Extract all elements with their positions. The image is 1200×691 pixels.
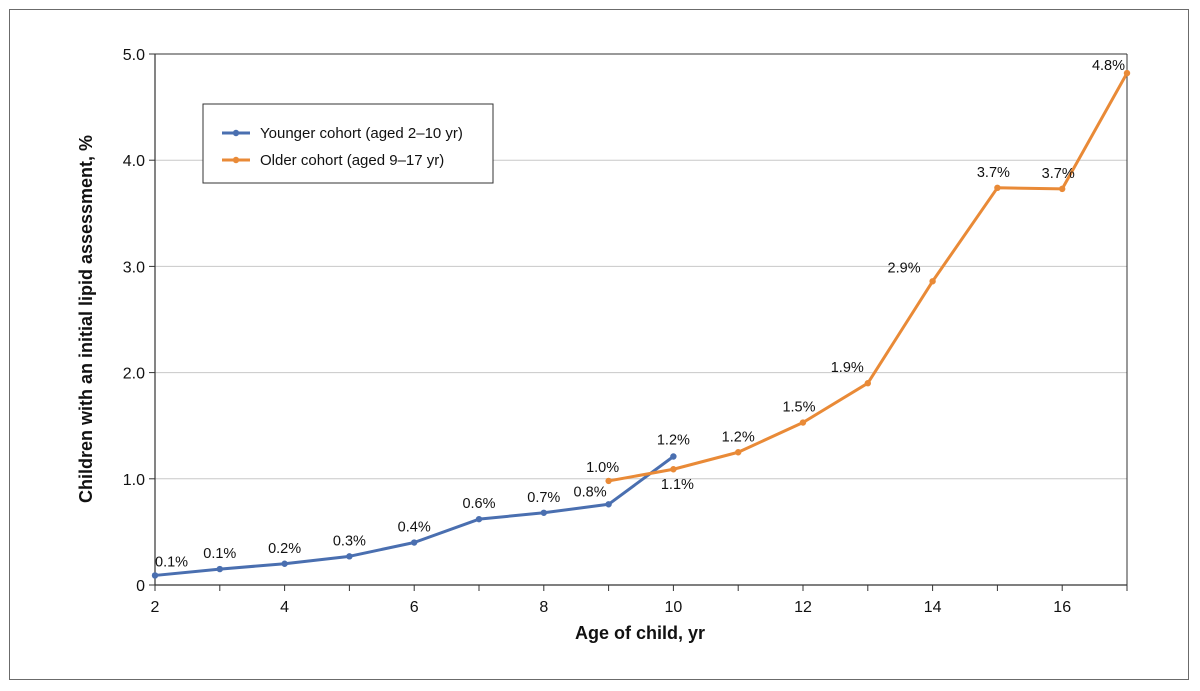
data-point [475, 515, 483, 523]
data-point [864, 380, 871, 387]
data-labels: 0.1% 0.1% 0.2% 0.3% 0.4% 0.6% 0.7% 0.8% 1.2% 1.0%… [155, 58, 1125, 570]
y-tick-label: 2.0 [123, 366, 145, 383]
data-label: 3.7% [1042, 166, 1075, 182]
y-tick-label: 1.0 [123, 472, 145, 489]
data-point [670, 453, 677, 460]
data-point [411, 539, 418, 546]
data-label: 0.6% [462, 496, 495, 512]
y-tick-label: 0 [136, 578, 145, 595]
series [151, 69, 1131, 579]
x-tick-label: 12 [794, 599, 812, 616]
y-tick-label: 5.0 [123, 47, 145, 64]
data-label: 1.9% [831, 360, 864, 376]
x-tick-label: 4 [280, 599, 289, 616]
data-label: 0.8% [574, 484, 607, 500]
data-point [216, 565, 223, 573]
legend-label-older: Older cohort (aged 9–17 yr) [260, 152, 444, 169]
data-label: 2.9% [888, 260, 921, 276]
legend-box [202, 103, 494, 184]
figure-frame [9, 9, 1189, 680]
data-point [929, 278, 936, 285]
legend-marker-older [232, 156, 240, 164]
x-tick-label: 2 [151, 599, 160, 616]
axes [154, 53, 1128, 586]
data-label: 1.5% [782, 400, 815, 416]
data-point [994, 184, 1001, 192]
data-point [605, 501, 612, 508]
legend-label-younger: Younger cohort (aged 2–10 yr) [260, 125, 463, 142]
data-point [281, 560, 288, 567]
data-label: 0.1% [155, 554, 188, 570]
x-tick-label: 8 [539, 599, 548, 616]
data-point [151, 572, 159, 579]
data-point [1123, 69, 1131, 77]
data-label: 0.1% [203, 546, 236, 562]
data-label: 1.1% [661, 477, 694, 493]
y-tick-label: 3.0 [123, 259, 145, 276]
y-axis-title: Children with an initial lipid assessmen… [76, 135, 96, 503]
data-label: 1.2% [722, 429, 755, 445]
data-point [1059, 185, 1066, 193]
data-label: 0.4% [398, 520, 431, 536]
data-point [346, 553, 353, 560]
x-tick-label: 10 [665, 599, 683, 616]
x-axis-title: Age of child, yr [575, 623, 705, 643]
data-label: 0.3% [333, 533, 366, 549]
legend: Younger cohort (aged 2–10 yr) Older coho… [202, 103, 494, 184]
x-tick-label: 14 [924, 599, 942, 616]
data-point [670, 466, 677, 473]
data-point [605, 477, 612, 485]
data-point [735, 449, 742, 456]
y-tick-label: 4.0 [123, 153, 145, 170]
x-tick-label: 6 [410, 599, 419, 616]
data-label: 1.0% [586, 460, 619, 476]
data-point [540, 509, 547, 516]
data-point [799, 419, 807, 426]
data-label: 3.7% [977, 165, 1010, 181]
data-label: 0.7% [527, 490, 560, 506]
legend-marker-younger [232, 129, 240, 137]
data-label: 0.2% [268, 541, 301, 557]
data-label: 4.8% [1092, 58, 1125, 74]
ticks: 0 1.0 2.0 3.0 4.0 5.0 2 4 6 8 10 12 14 16 [123, 47, 1128, 616]
data-label: 1.2% [657, 432, 690, 448]
series-line-older [608, 72, 1129, 483]
gridlines [155, 159, 1127, 480]
x-tick-label: 16 [1053, 599, 1071, 616]
